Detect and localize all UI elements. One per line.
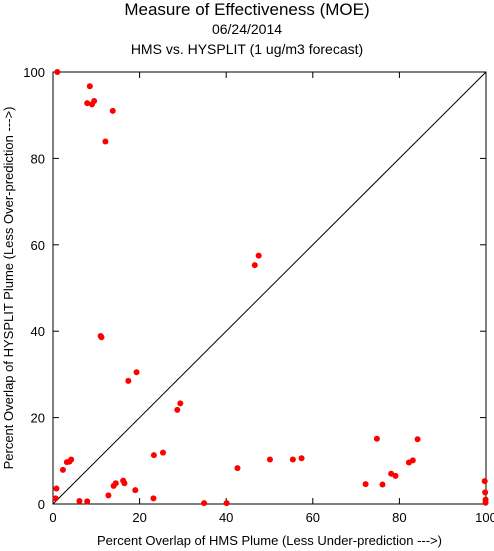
y-tick-label: 80: [31, 151, 45, 166]
data-point: [84, 100, 91, 107]
data-point: [251, 262, 258, 269]
data-point: [102, 138, 109, 145]
data-point: [289, 456, 296, 463]
x-tick-label: 20: [132, 510, 146, 525]
data-point: [98, 334, 105, 341]
y-tick-label: 40: [31, 324, 45, 339]
data-point: [482, 499, 489, 506]
x-tick-label: 60: [306, 510, 320, 525]
y-tick-label: 0: [38, 497, 45, 512]
data-point: [373, 435, 380, 442]
data-point: [105, 492, 112, 499]
y-tick-label: 100: [23, 65, 45, 80]
data-point: [53, 485, 60, 492]
data-point: [481, 478, 488, 485]
y-axis-label: Percent Overlap of HYSPLIT Plume (Less O…: [1, 107, 16, 470]
data-point: [174, 406, 181, 413]
data-point: [121, 480, 128, 487]
chart-title: Measure of Effectiveness (MOE): [124, 0, 370, 19]
data-point: [84, 498, 91, 505]
data-point: [177, 400, 184, 407]
data-points: [52, 69, 489, 507]
diagonal-line: [52, 71, 487, 505]
x-tick-label: 80: [392, 510, 406, 525]
data-point: [76, 497, 83, 504]
data-point: [52, 495, 59, 502]
data-point: [159, 449, 166, 456]
data-point: [362, 481, 369, 488]
data-point: [125, 377, 132, 384]
data-point: [409, 457, 416, 464]
data-point: [201, 500, 208, 507]
data-point: [132, 487, 139, 494]
data-point: [482, 489, 489, 496]
data-point: [86, 83, 93, 90]
chart-subtitle: HMS vs. HYSPLIT (1 ug/m3 forecast): [130, 41, 364, 57]
data-point: [392, 472, 399, 479]
y-tick-label: 60: [31, 238, 45, 253]
data-point: [133, 369, 140, 376]
data-point: [234, 465, 241, 472]
data-point: [266, 456, 273, 463]
x-tick-label: 100: [475, 510, 494, 525]
plot-frame: [52, 71, 487, 505]
data-point: [112, 480, 119, 487]
data-point: [91, 97, 98, 104]
x-tick-label: 40: [219, 510, 233, 525]
data-point: [223, 500, 230, 507]
x-tick-label: 0: [49, 510, 56, 525]
data-point: [109, 107, 116, 114]
chart-date: 06/24/2014: [211, 21, 283, 37]
data-point: [66, 458, 73, 465]
y-tick-label: 20: [31, 411, 45, 426]
data-point: [414, 436, 421, 443]
data-point: [379, 481, 386, 488]
data-point: [298, 455, 305, 462]
data-point: [150, 452, 157, 459]
x-axis-label: Percent Overlap of HMS Plume (Less Under…: [97, 533, 442, 548]
data-point: [59, 466, 66, 473]
data-point: [54, 69, 61, 75]
data-point: [255, 252, 262, 259]
data-point: [150, 495, 157, 502]
